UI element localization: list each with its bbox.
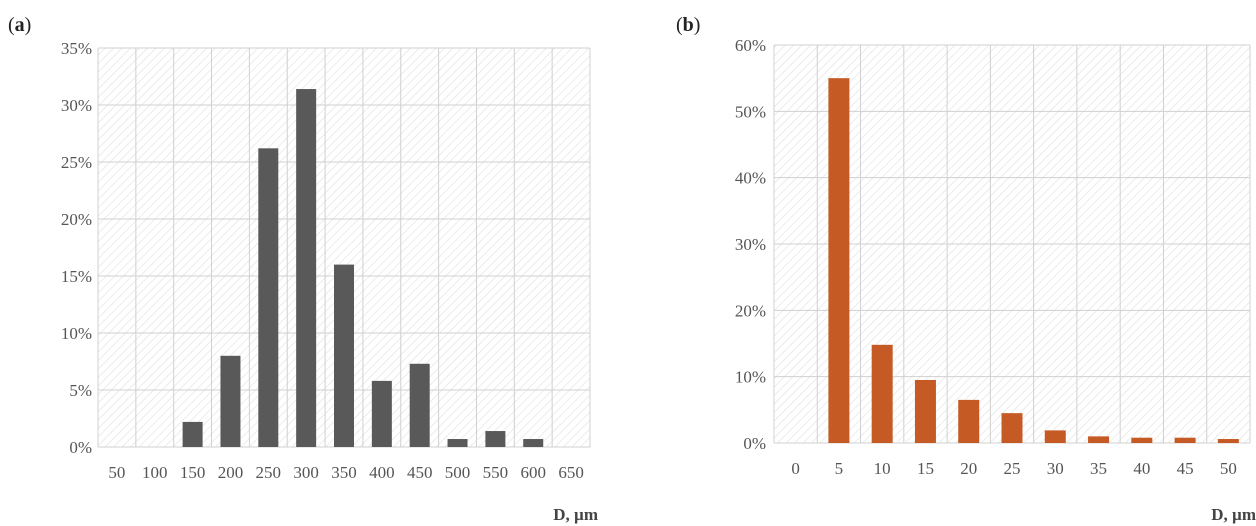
x-tick-label: 0 xyxy=(791,459,800,478)
bar xyxy=(523,439,544,447)
bar xyxy=(1217,439,1239,443)
y-tick-label: 20% xyxy=(735,301,766,320)
bar xyxy=(334,264,354,447)
x-tick-label: 25 xyxy=(1004,459,1021,478)
x-tick-label: 5 xyxy=(835,459,844,478)
bar xyxy=(409,363,430,447)
x-tick-label: 50 xyxy=(108,463,125,482)
panel-label-a: (a) xyxy=(8,14,32,36)
y-tick-label: 30% xyxy=(61,96,92,115)
y-tick-label: 10% xyxy=(735,368,766,387)
y-tick-label: 20% xyxy=(61,210,92,229)
bar xyxy=(1174,437,1196,443)
y-tick-label: 30% xyxy=(735,235,766,254)
bar xyxy=(914,379,936,443)
bar xyxy=(958,399,980,443)
y-tick-label: 60% xyxy=(735,36,766,55)
bar xyxy=(1088,436,1110,443)
x-tick-label: 30 xyxy=(1047,459,1064,478)
bar xyxy=(1131,437,1153,443)
chart-a-svg: 0% 5% 10% 15% 20% 25% 30% 35% 50 100 150 200 250 300 3… xyxy=(61,39,598,524)
chart-b-svg: 0% 10% 20% 30% 40% 50% 60% 0 5 10 15 20 25 30 35 40 45 50… xyxy=(735,36,1256,524)
x-tick-label: 40 xyxy=(1133,459,1150,478)
x-tick-label: 300 xyxy=(293,463,319,482)
bar xyxy=(485,431,506,447)
x-tick-label: 500 xyxy=(445,463,471,482)
x-tick-label: 150 xyxy=(180,463,206,482)
x-tick-label: 20 xyxy=(960,459,977,478)
y-tick-label: 40% xyxy=(735,169,766,188)
x-tick-label: 600 xyxy=(520,463,546,482)
x-tick-label: 550 xyxy=(483,463,509,482)
x-tick-label: 450 xyxy=(407,463,433,482)
bar xyxy=(258,148,279,447)
bar xyxy=(828,78,850,444)
bar xyxy=(447,439,468,447)
y-tick-label: 10% xyxy=(61,324,92,343)
x-tick-label: 50 xyxy=(1220,459,1237,478)
bar xyxy=(871,344,893,443)
y-tick-label: 35% xyxy=(61,39,92,58)
x-tick-label: 45 xyxy=(1177,459,1194,478)
chart-panel-a: (a) 0% 5% 10% 15% 20% 25% 30% 35% 50 100 150 200 250… xyxy=(0,0,620,526)
x-tick-label: 350 xyxy=(331,463,357,482)
y-tick-label: 25% xyxy=(61,153,92,172)
y-tick-label: 0% xyxy=(69,438,92,457)
chart-panel-b: (b) 0% 10% 20% 30% 40% 50% 60% 0 5 10 15 20 25 30 35 40… xyxy=(660,0,1256,526)
x-tick-label: 10 xyxy=(874,459,891,478)
x-tick-label: 35 xyxy=(1090,459,1107,478)
x-tick-label: 650 xyxy=(558,463,584,482)
bar xyxy=(182,421,203,447)
y-tick-label: 5% xyxy=(69,381,92,400)
x-tick-label: 200 xyxy=(218,463,244,482)
x-axis-label: D, µm xyxy=(553,505,598,524)
y-tick-label: 15% xyxy=(61,267,92,286)
panel-label-b: (b) xyxy=(676,14,701,36)
bar xyxy=(1001,413,1023,443)
x-tick-label: 15 xyxy=(917,459,934,478)
y-tick-label: 50% xyxy=(735,102,766,121)
y-tick-label: 0% xyxy=(743,434,766,453)
x-tick-label: 250 xyxy=(256,463,282,482)
x-tick-label: 400 xyxy=(369,463,395,482)
bar xyxy=(220,355,241,447)
bar xyxy=(296,89,317,447)
x-axis-label: D, µm xyxy=(1211,505,1256,524)
bar xyxy=(371,380,392,447)
bar xyxy=(1044,430,1066,443)
x-tick-label: 100 xyxy=(142,463,168,482)
